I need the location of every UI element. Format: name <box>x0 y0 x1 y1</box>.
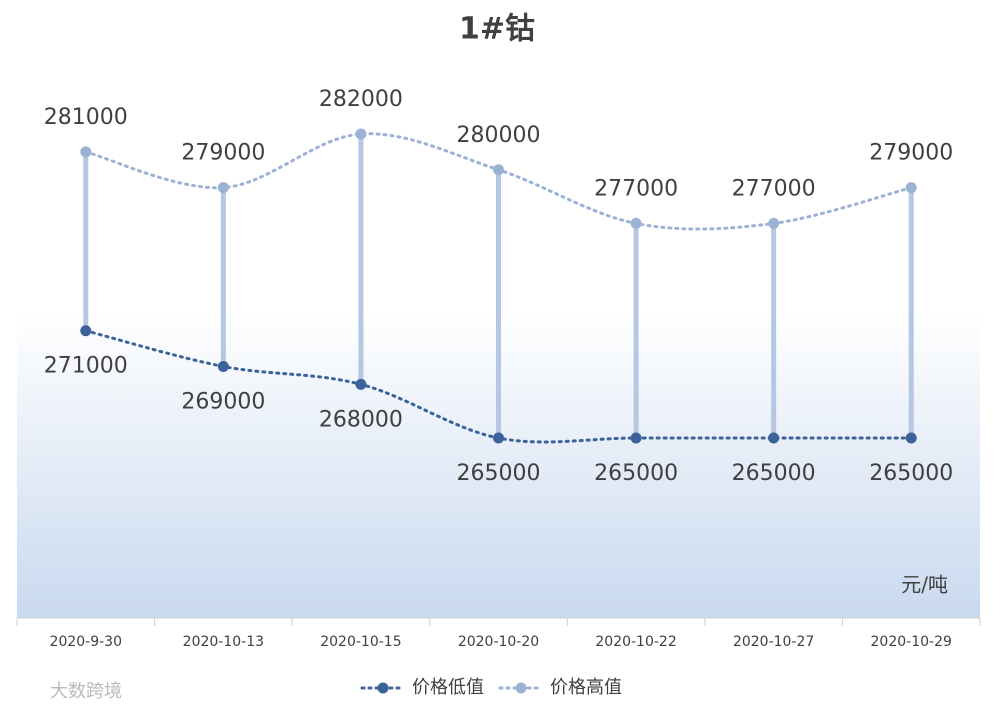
point <box>768 432 780 444</box>
legend-marker <box>515 682 527 694</box>
point <box>493 164 504 176</box>
data-label: 277000 <box>594 176 678 201</box>
x-tick-label: 2020-10-13 <box>183 634 264 650</box>
data-label: 280000 <box>457 123 541 148</box>
point <box>493 432 504 444</box>
data-label: 268000 <box>319 407 403 432</box>
data-label: 265000 <box>594 461 678 486</box>
x-tick-label: 2020-10-20 <box>458 634 539 650</box>
x-tick-label: 2020-9-30 <box>50 634 122 650</box>
point <box>630 432 642 444</box>
data-label: 279000 <box>869 141 953 166</box>
chart-title: 1#钴 <box>459 12 535 47</box>
x-tick-label: 2020-10-15 <box>320 634 401 650</box>
data-label: 281000 <box>44 105 128 130</box>
data-label: 282000 <box>319 87 403 112</box>
point <box>355 128 367 140</box>
legend-label: 价格低值 <box>412 677 484 698</box>
x-tick-label: 2020-10-29 <box>871 634 952 650</box>
point <box>905 432 917 444</box>
data-label: 265000 <box>732 461 816 486</box>
unit-label: 元/吨 <box>901 573 948 597</box>
point <box>80 325 92 337</box>
data-label: 269000 <box>181 389 265 414</box>
point <box>630 217 642 229</box>
point <box>217 360 229 372</box>
x-tick-label: 2020-10-22 <box>595 634 676 650</box>
data-label: 277000 <box>732 176 816 201</box>
point <box>905 182 917 194</box>
point <box>355 378 367 390</box>
data-label: 265000 <box>869 461 953 486</box>
legend-marker <box>377 682 389 694</box>
watermark: 大数跨境 <box>50 681 122 702</box>
point <box>217 182 229 194</box>
x-tick-label: 2020-10-27 <box>733 634 814 650</box>
data-label: 279000 <box>181 141 265 166</box>
point <box>768 217 780 229</box>
data-label: 265000 <box>457 461 541 486</box>
point <box>80 146 92 158</box>
legend-label: 价格高值 <box>550 677 622 698</box>
data-label: 271000 <box>44 354 128 379</box>
